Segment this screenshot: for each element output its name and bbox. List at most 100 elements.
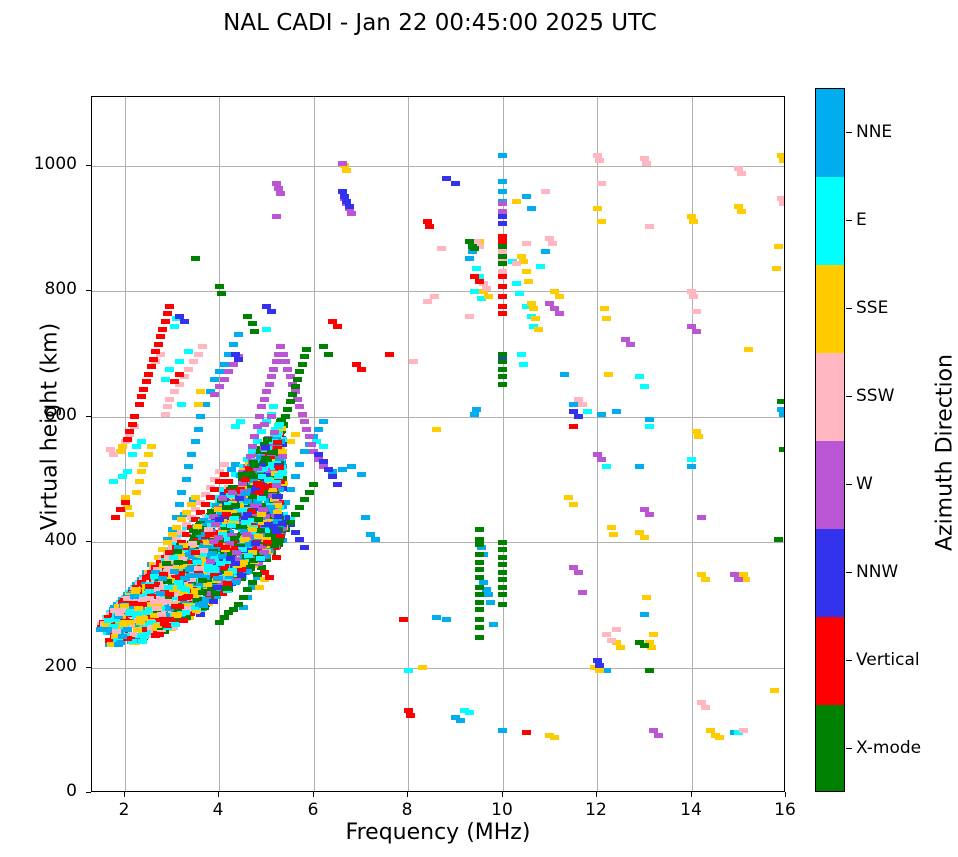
echo-point xyxy=(186,514,196,520)
echo-point xyxy=(214,469,224,475)
echo-point xyxy=(118,633,127,639)
echo-point xyxy=(526,206,536,212)
echo-point xyxy=(644,512,654,518)
echo-point xyxy=(268,455,278,461)
colorbar-label-nnw: NNW xyxy=(856,562,899,582)
echo-point xyxy=(691,308,701,314)
echo-point xyxy=(196,499,206,505)
echo-point xyxy=(191,557,201,563)
echo-point xyxy=(122,635,132,641)
echo-point xyxy=(127,421,137,427)
echo-point xyxy=(408,359,418,365)
echo-point xyxy=(498,178,508,184)
echo-point xyxy=(193,523,203,529)
echo-point xyxy=(649,727,659,733)
echo-point xyxy=(474,559,484,565)
echo-point xyxy=(255,555,265,561)
echo-point xyxy=(772,266,782,272)
echo-point xyxy=(251,545,261,551)
echo-point xyxy=(237,576,246,582)
echo-point xyxy=(224,369,234,375)
echo-point xyxy=(163,539,173,545)
echo-point xyxy=(129,424,139,430)
echo-point xyxy=(153,562,163,568)
echo-point xyxy=(263,436,273,442)
echo-point xyxy=(190,604,200,610)
echo-point xyxy=(644,424,654,430)
echo-point xyxy=(739,572,748,578)
echo-point xyxy=(187,540,197,546)
echo-point xyxy=(128,631,138,637)
echo-point xyxy=(592,206,602,212)
echo-point xyxy=(144,451,154,457)
echo-point xyxy=(472,238,482,244)
echo-point xyxy=(465,238,475,244)
echo-point xyxy=(163,579,173,585)
echo-point xyxy=(481,286,491,292)
echo-point xyxy=(106,630,116,636)
echo-point xyxy=(498,727,508,733)
echo-point xyxy=(498,238,508,244)
echo-point xyxy=(236,567,246,573)
gridline-horizontal xyxy=(92,668,784,669)
echo-point xyxy=(165,366,175,372)
echo-point xyxy=(304,434,314,440)
echo-point xyxy=(211,546,221,552)
echo-point xyxy=(255,584,265,590)
echo-point xyxy=(236,419,246,425)
echo-point xyxy=(160,318,170,324)
echo-point xyxy=(238,594,248,600)
colorbar-tick-mark xyxy=(846,748,852,749)
gridline-horizontal xyxy=(92,291,784,292)
echo-point xyxy=(218,537,228,543)
scatter-data-layer xyxy=(92,97,784,791)
echo-point xyxy=(528,323,538,329)
echo-point xyxy=(689,293,699,299)
echo-point xyxy=(254,489,264,495)
x-tick-label: 16 xyxy=(774,800,796,820)
echo-point xyxy=(592,451,602,457)
x-tick-label: 6 xyxy=(307,800,319,820)
echo-point xyxy=(243,485,253,491)
echo-point xyxy=(129,600,139,606)
echo-point xyxy=(597,456,607,462)
echo-point xyxy=(177,532,187,538)
echo-point xyxy=(272,480,282,485)
echo-point xyxy=(220,492,230,498)
echo-point xyxy=(275,537,285,543)
echo-point xyxy=(156,616,166,622)
echo-point xyxy=(263,498,273,504)
echo-point xyxy=(545,236,555,242)
echo-point xyxy=(133,605,143,611)
echo-point xyxy=(696,514,706,520)
echo-point xyxy=(123,627,133,633)
echo-point xyxy=(498,562,508,568)
echo-point xyxy=(224,479,234,485)
echo-point xyxy=(220,515,229,521)
echo-point xyxy=(602,667,612,673)
echo-point xyxy=(309,434,319,440)
echo-point xyxy=(498,311,508,317)
echo-point xyxy=(152,610,162,616)
echo-point xyxy=(779,158,784,164)
echo-point xyxy=(356,471,366,477)
echo-point xyxy=(344,206,354,212)
echo-point xyxy=(366,532,376,538)
echo-point xyxy=(460,707,470,713)
echo-point xyxy=(252,439,262,445)
echo-point xyxy=(172,316,182,322)
echo-point xyxy=(472,266,482,272)
echo-point xyxy=(137,638,147,644)
echo-point xyxy=(599,306,609,312)
echo-point xyxy=(181,600,191,606)
echo-point xyxy=(741,577,751,583)
echo-point xyxy=(323,351,333,357)
echo-point xyxy=(210,522,220,528)
echo-point xyxy=(138,612,148,618)
echo-point xyxy=(242,472,252,478)
echo-point xyxy=(356,366,366,372)
y-tick-label: 200 xyxy=(44,656,77,676)
echo-point xyxy=(498,293,508,299)
echo-point xyxy=(150,613,160,619)
echo-point xyxy=(779,201,784,207)
